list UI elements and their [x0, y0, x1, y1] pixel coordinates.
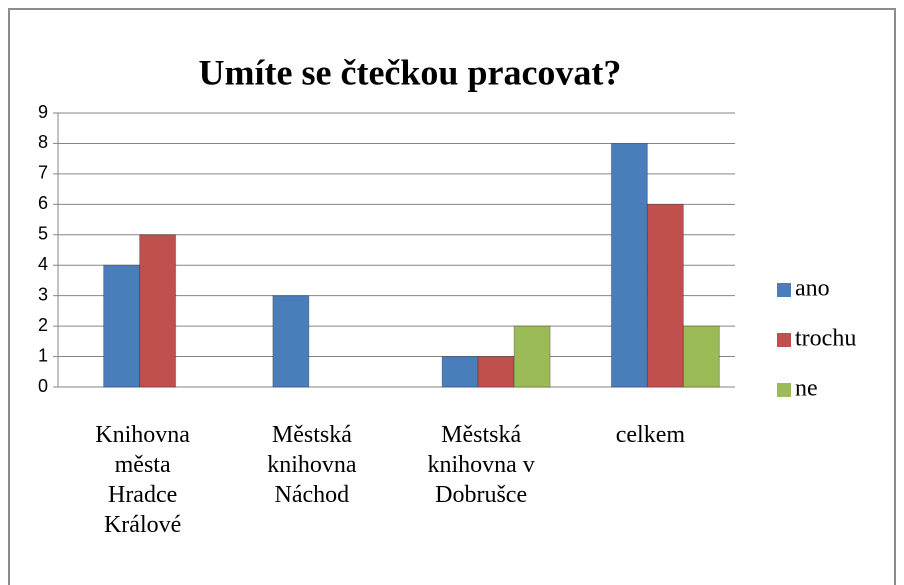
legend-label: trochu — [795, 326, 856, 352]
y-tick-label: 1 — [38, 345, 48, 365]
bar — [610, 142, 648, 388]
bar — [139, 234, 177, 388]
chart-title: Umíte se čtečkou pracovat? — [199, 52, 622, 92]
x-tick-label: Městská knihovna v Dobrušce — [427, 422, 535, 508]
y-tick-label: 5 — [38, 224, 48, 244]
bar — [477, 356, 515, 388]
bar — [646, 203, 684, 388]
legend-label: ne — [795, 376, 818, 402]
legend-label: ano — [795, 276, 830, 302]
y-tick-label: 4 — [38, 254, 48, 274]
y-tick-label: 2 — [38, 315, 48, 335]
y-tick-label: 0 — [38, 376, 48, 396]
bar — [441, 356, 479, 388]
bar — [682, 325, 720, 388]
legend-swatch — [777, 333, 791, 347]
legend-swatch — [777, 383, 791, 397]
y-tick-label: 9 — [38, 102, 48, 122]
bar — [103, 264, 141, 388]
y-tick-label: 8 — [38, 132, 48, 152]
x-tick-label: Městská knihovna Náchod — [267, 422, 357, 508]
bar — [272, 295, 310, 388]
y-tick-label: 7 — [38, 163, 48, 183]
legend-swatch — [777, 283, 791, 297]
x-tick-label: celkem — [615, 422, 686, 448]
y-tick-label: 6 — [38, 193, 48, 213]
bar — [513, 325, 551, 388]
x-tick-label: Knihovna města Hradce Králové — [95, 422, 190, 538]
y-tick-label: 3 — [38, 284, 48, 304]
